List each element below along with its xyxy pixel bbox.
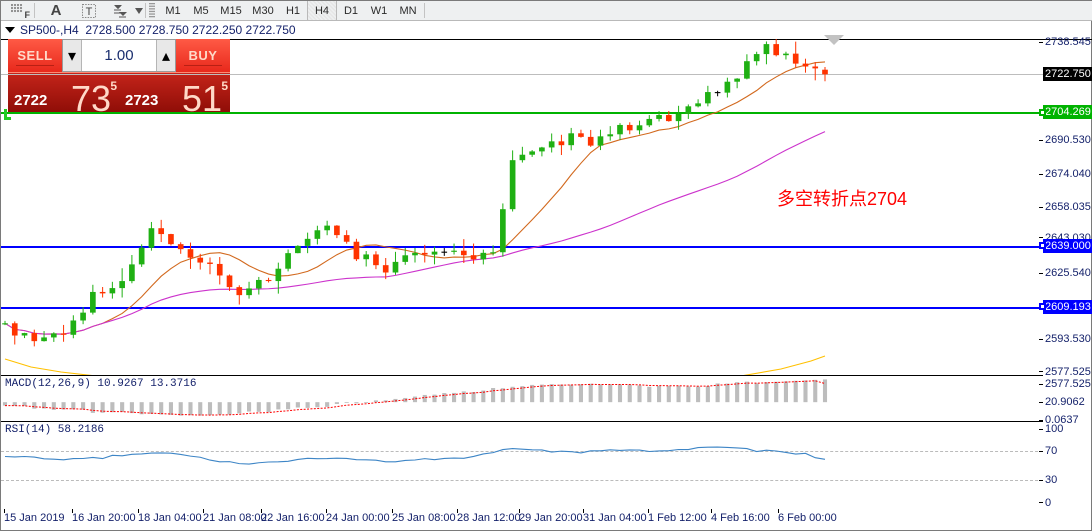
svg-text:T: T — [86, 6, 93, 18]
